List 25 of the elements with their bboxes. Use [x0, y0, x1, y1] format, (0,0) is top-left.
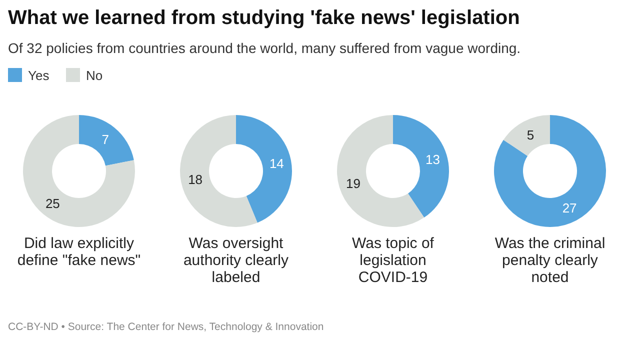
donut-slice	[79, 115, 134, 166]
data-label: 7	[102, 132, 109, 147]
data-label: 25	[45, 196, 60, 212]
legend-label: Yes	[28, 68, 50, 83]
text: Was topic of legislation COVID-19	[352, 235, 435, 286]
text: Did law explicitly define "fake news"	[17, 235, 141, 269]
text: Was the criminal penalty clearly noted	[494, 235, 606, 286]
donut-slice	[337, 115, 424, 227]
data-label: 27	[562, 200, 577, 216]
donut-slice	[236, 115, 292, 223]
text: What we learned from studying 'fake news' legislation	[8, 7, 520, 29]
data-label: 14	[269, 156, 284, 171]
donut-slice	[393, 115, 449, 218]
data-label: 19	[346, 176, 361, 192]
text: CC-BY-ND • Source: The Center for News, Technology & Innovation	[8, 321, 324, 333]
data-label: 18	[188, 172, 203, 188]
data-label: 13	[425, 152, 440, 167]
donut-slice	[503, 115, 550, 156]
text: Was oversight authority clearly labeled	[183, 235, 290, 286]
donut-slice	[23, 115, 135, 227]
donut-slice	[180, 115, 258, 227]
text: Of 32 policies from countries around the world, many suffered from vague wording.	[8, 40, 521, 56]
legend-label: No	[86, 68, 103, 83]
data-label: 5	[526, 127, 534, 142]
donut-slice	[494, 115, 606, 227]
